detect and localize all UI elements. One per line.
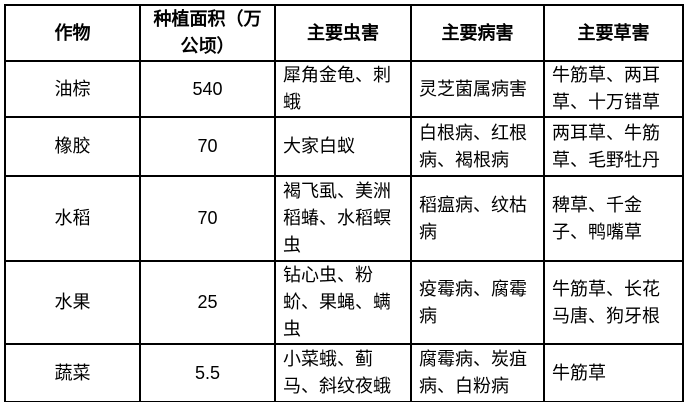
cell-diseases: 疫霉病、腐霉病 — [410, 260, 545, 345]
cell-pests: 小菜蛾、蓟马、斜纹夜蛾 — [274, 343, 412, 402]
table-row: 水果 25 钻心虫、粉蚧、果蝇、螨虫 疫霉病、腐霉病 牛筋草、长花马唐、狗牙根 — [4, 260, 684, 345]
cell-crop: 橡胶 — [4, 116, 141, 177]
cell-weeds: 牛筋草 — [543, 343, 684, 402]
table-row: 橡胶 70 大家白蚁 白根病、红根病、褐根病 两耳草、牛筋草、毛野牡丹 — [4, 116, 684, 177]
cell-area: 25 — [139, 260, 276, 345]
cell-crop: 水果 — [4, 260, 141, 345]
cell-area: 70 — [139, 116, 276, 177]
cell-diseases: 腐霉病、炭疽病、白粉病 — [410, 343, 545, 402]
cell-pests: 大家白蚁 — [274, 116, 412, 177]
header-weeds: 主要草害 — [543, 4, 684, 62]
cell-weeds: 牛筋草、长花马唐、狗牙根 — [543, 260, 684, 345]
header-area: 种植面积（万公顷） — [139, 4, 276, 62]
cell-weeds: 稗草、千金子、鸭嘴草 — [543, 175, 684, 262]
cell-area: 70 — [139, 175, 276, 262]
cell-pests: 钻心虫、粉蚧、果蝇、螨虫 — [274, 260, 412, 345]
cell-diseases: 灵芝菌属病害 — [410, 60, 545, 118]
header-diseases: 主要病害 — [410, 4, 545, 62]
crop-pest-table: 作物 种植面积（万公顷） 主要虫害 主要病害 主要草害 油棕 540 犀角金龟、… — [4, 4, 684, 402]
header-crop: 作物 — [4, 4, 141, 62]
cell-crop: 油棕 — [4, 60, 141, 118]
table-row: 油棕 540 犀角金龟、刺蛾 灵芝菌属病害 牛筋草、两耳草、十万错草 — [4, 60, 684, 118]
cell-weeds: 两耳草、牛筋草、毛野牡丹 — [543, 116, 684, 177]
table-row: 水稻 70 褐飞虱、美洲稻蝽、水稻螟虫 稻瘟病、纹枯病 稗草、千金子、鸭嘴草 — [4, 175, 684, 262]
cell-weeds: 牛筋草、两耳草、十万错草 — [543, 60, 684, 118]
cell-pests: 犀角金龟、刺蛾 — [274, 60, 412, 118]
cell-diseases: 稻瘟病、纹枯病 — [410, 175, 545, 262]
table-header-row: 作物 种植面积（万公顷） 主要虫害 主要病害 主要草害 — [4, 4, 684, 62]
cell-diseases: 白根病、红根病、褐根病 — [410, 116, 545, 177]
table-row: 蔬菜 5.5 小菜蛾、蓟马、斜纹夜蛾 腐霉病、炭疽病、白粉病 牛筋草 — [4, 343, 684, 402]
cell-crop: 水稻 — [4, 175, 141, 262]
cell-area: 5.5 — [139, 343, 276, 402]
header-pests: 主要虫害 — [274, 4, 412, 62]
cell-pests: 褐飞虱、美洲稻蝽、水稻螟虫 — [274, 175, 412, 262]
cell-crop: 蔬菜 — [4, 343, 141, 402]
cell-area: 540 — [139, 60, 276, 118]
